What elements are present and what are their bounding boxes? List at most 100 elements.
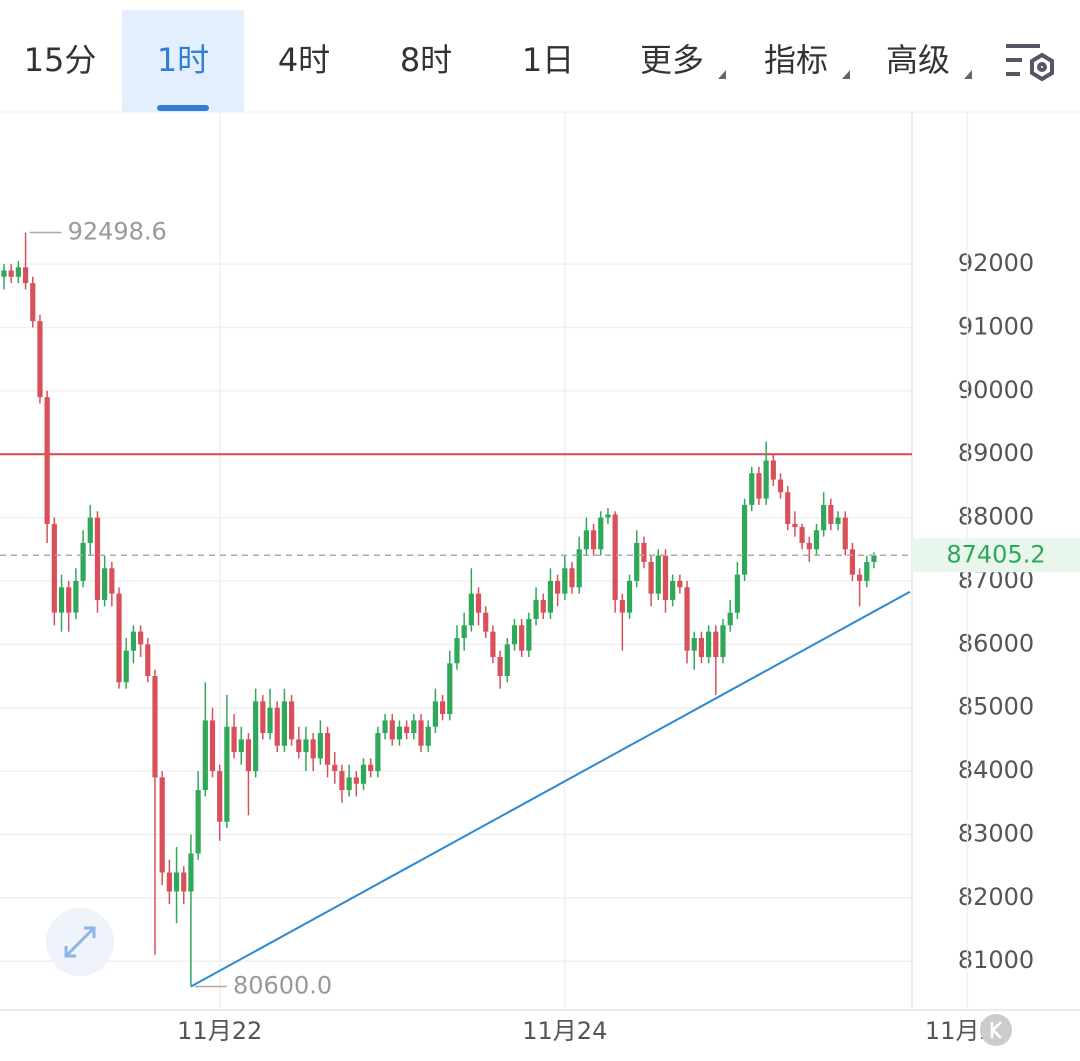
candle-body xyxy=(260,701,266,734)
candle-body xyxy=(454,637,460,664)
candle-body xyxy=(368,764,374,772)
candle-body xyxy=(109,568,115,594)
tab[interactable]: 4时 xyxy=(278,41,330,79)
candle-body xyxy=(116,593,122,683)
y-tick-label: 86000 xyxy=(958,629,1034,657)
candle-body xyxy=(37,321,43,398)
expand-icon xyxy=(64,926,96,958)
candle-body xyxy=(432,701,438,727)
candle-body xyxy=(849,549,856,575)
candle-body xyxy=(619,599,625,613)
candle-body xyxy=(734,574,740,613)
expand-button[interactable] xyxy=(46,908,114,976)
candle-body xyxy=(289,701,295,740)
candle-body xyxy=(684,587,690,651)
candle-body xyxy=(138,631,144,645)
icon-dot xyxy=(1037,62,1047,72)
candle-body xyxy=(713,631,719,658)
tab[interactable]: 8时 xyxy=(400,41,452,79)
tab[interactable]: 指标 xyxy=(764,41,828,79)
candle-body xyxy=(181,872,187,892)
candle-body xyxy=(857,574,863,581)
candle-body xyxy=(777,479,784,493)
candle-body xyxy=(526,618,532,651)
candle-body xyxy=(202,720,208,791)
extreme-label: 80600.0 xyxy=(233,972,332,1000)
y-tick-label: 85000 xyxy=(958,693,1034,721)
candle-body xyxy=(267,707,273,734)
candle-body xyxy=(562,568,568,594)
candle-body xyxy=(864,561,870,581)
candle-body xyxy=(540,599,546,613)
candle-body xyxy=(130,631,137,651)
candle-body xyxy=(497,657,503,677)
candle-body xyxy=(821,504,827,531)
candle-body xyxy=(828,504,834,524)
candle-body xyxy=(792,523,798,528)
candle-body xyxy=(253,701,259,772)
candle-body xyxy=(590,530,597,550)
candle-body xyxy=(73,580,79,613)
dropdown-mark xyxy=(964,70,972,79)
tab[interactable]: 1时 xyxy=(157,41,209,79)
candle-body xyxy=(217,771,223,822)
current-price-box xyxy=(912,538,1080,573)
candle-body xyxy=(159,777,165,873)
candle-body xyxy=(756,473,762,499)
plot: 8100082000830008400085000860008700088000… xyxy=(0,112,1080,1045)
candle-body xyxy=(166,872,172,892)
candle-body xyxy=(547,580,554,613)
candle-body xyxy=(511,625,518,645)
x-tick-label: 11月22 xyxy=(177,1017,262,1045)
candle-body xyxy=(324,733,331,765)
y-tick-label: 91000 xyxy=(958,312,1034,340)
active-tab-underline xyxy=(157,105,209,111)
tab-bar: 15分 1时 4时 8时 1日 更多 指标 高级 xyxy=(24,10,972,112)
candle-body xyxy=(310,739,316,759)
candle-body xyxy=(634,542,640,581)
candle-body xyxy=(648,561,654,594)
tab[interactable]: 高级 xyxy=(886,41,950,79)
candle-body xyxy=(439,701,446,715)
current-price-label: 87405.2 xyxy=(946,540,1045,568)
candle-body xyxy=(231,726,237,753)
settings-icon[interactable] xyxy=(1006,44,1054,82)
candle-body xyxy=(238,739,244,753)
candle-body xyxy=(332,764,338,772)
candle-body xyxy=(145,644,151,677)
candle-body xyxy=(1,270,7,277)
candle-body xyxy=(94,517,101,600)
candle-body xyxy=(842,517,848,550)
candle-body xyxy=(22,267,29,284)
k-button[interactable] xyxy=(980,1014,1012,1046)
candle-body xyxy=(612,514,618,600)
candle-body xyxy=(44,397,50,524)
candle-body xyxy=(447,663,453,715)
candle-body xyxy=(749,473,755,505)
candle-body xyxy=(30,283,36,322)
candle-body xyxy=(490,631,496,658)
candle-body xyxy=(555,580,561,594)
tab[interactable]: 更多 xyxy=(640,41,704,79)
candle-body xyxy=(317,733,323,759)
candle-body xyxy=(152,676,158,778)
candle-body xyxy=(80,542,86,581)
y-tick-label: 90000 xyxy=(958,376,1034,404)
button-bg xyxy=(980,1014,1012,1046)
candle-body xyxy=(375,733,381,772)
candle-body xyxy=(461,625,467,638)
candle-body xyxy=(209,720,216,772)
x-tick-label: 11月24 xyxy=(522,1017,607,1045)
dropdown-mark xyxy=(842,70,850,79)
candle-body xyxy=(58,587,65,613)
candle-body xyxy=(598,517,604,550)
candle-body xyxy=(770,460,776,480)
tab[interactable]: 15分 xyxy=(24,41,97,79)
y-tick-label: 92000 xyxy=(958,249,1034,277)
candle-body xyxy=(87,517,93,543)
tab[interactable]: 1日 xyxy=(522,41,574,79)
candle-body xyxy=(173,872,180,892)
candle-body xyxy=(583,530,589,550)
